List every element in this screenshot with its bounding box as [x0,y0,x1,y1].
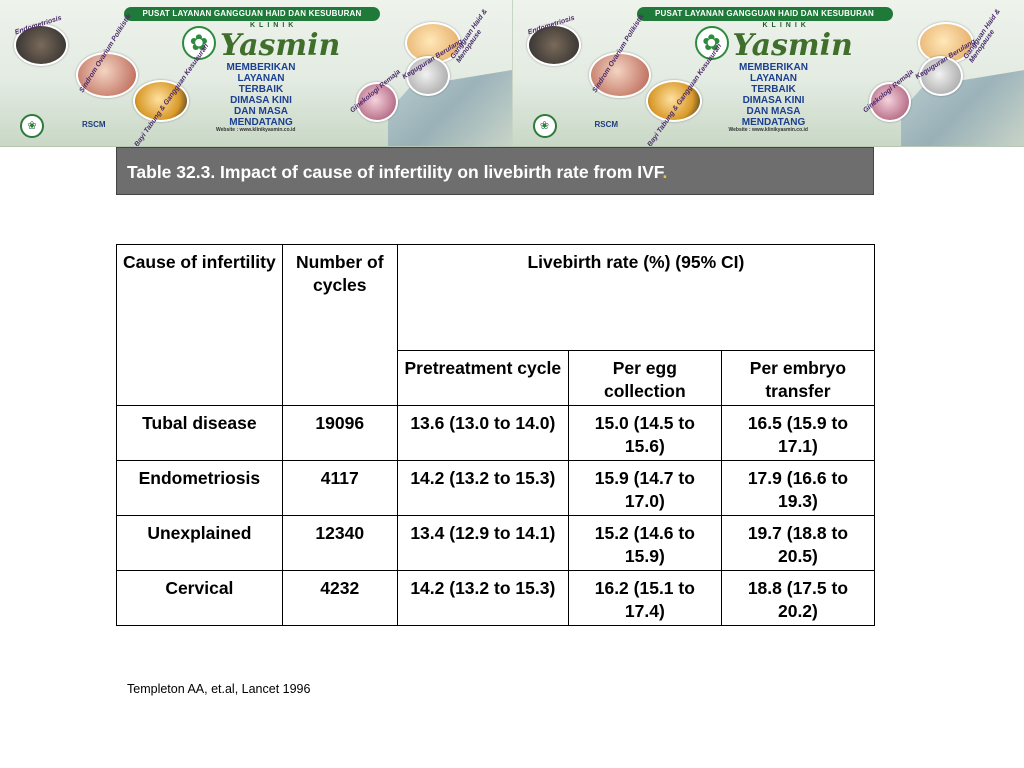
slogan-line: DIMASA KINI [230,95,292,106]
table-row: Tubal disease 19096 13.6 (13.0 to 14.0) … [116,405,876,461]
brand-klinik: KLINIK [762,22,810,29]
cell-per-embryo: 17.9 (16.6 to 19.3) [720,460,876,516]
slogan-line: MEMBERIKAN [739,62,808,73]
endometriosis-photo [14,24,68,66]
brand-name: Yasmin [220,28,341,63]
title-dot: . [662,162,668,182]
slogan-line: LAYANAN [749,73,798,84]
banner: PUSAT LAYANAN GANGGUAN HAID DAN KESUBURA… [0,0,1024,147]
slogan: MEMBERIKAN LAYANAN TERBAIK DIMASA KINI D… [719,62,829,128]
cell-pretreatment: 14.2 (13.2 to 15.3) [396,460,569,516]
cell-pretreatment: 13.6 (13.0 to 14.0) [396,405,569,461]
slogan-line: TERBAIK [751,84,796,95]
cell-per-egg: 15.0 (14.5 to 15.6) [567,405,722,461]
table-row: Unexplained 12340 13.4 (12.9 to 14.1) 15… [116,515,876,571]
banner-panel-right: PUSAT LAYANAN GANGGUAN HAID DAN KESUBURA… [511,0,1024,147]
slogan-line: MEMBERIKAN [226,62,296,73]
slogan-line: MENDATANG [741,117,806,128]
cell-per-embryo: 16.5 (15.9 to 17.1) [720,405,876,461]
slogan: MEMBERIKAN LAYANAN TERBAIK DIMASA KINI D… [206,62,316,128]
teen-gynecology-photo [868,82,911,122]
cell-cause: Unexplained [116,515,283,571]
seal-icon: ❀ [20,114,44,138]
pcos-photo [588,52,651,98]
cell-per-embryo: 18.8 (17.5 to 20.2) [720,570,876,626]
cell-cause: Tubal disease [116,405,283,461]
website-text: Website : www.klinikyasmin.co.id [728,127,808,133]
cell-per-egg: 16.2 (15.1 to 17.4) [567,570,722,626]
miscarriage-photo [918,56,963,96]
cell-per-egg: 15.9 (14.7 to 17.0) [567,460,722,516]
header-pretreatment: Pretreatment cycle [396,350,569,406]
rscm-logo: RSCM [82,120,106,129]
website-text: Website : www.klinikyasmin.co.id [216,127,296,133]
slogan-line: DAN MASA [234,106,288,117]
slogan-line: LAYANAN [237,73,285,84]
brand-logo: ✿ KLINIK Yasmin [180,22,341,63]
cell-cause: Endometriosis [116,460,283,516]
teen-gynecology-photo [356,82,398,122]
endometriosis-photo [526,24,581,66]
table-row: Cervical 4232 14.2 (13.2 to 15.3) 16.2 (… [116,570,876,626]
brand-name: Yasmin [732,28,853,63]
citation: Templeton AA, et.al, Lancet 1996 [127,682,311,696]
table-row: Endometriosis 4117 14.2 (13.2 to 15.3) 1… [116,460,876,516]
slide-title-text: Table 32.3. Impact of cause of infertili… [127,162,663,182]
header-per-egg: Per egg collection [567,350,722,406]
flower-icon: ✿ [182,26,216,60]
banner-strip: PUSAT LAYANAN GANGGUAN HAID DAN KESUBURA… [636,7,893,21]
slogan-line: DAN MASA [746,106,801,117]
livebirth-table: Cause of infertility Number of cycles Li… [116,244,876,626]
slogan-line: DIMASA KINI [742,95,805,106]
cell-pretreatment: 14.2 (13.2 to 15.3) [396,570,569,626]
brand-logo: ✿ KLINIK Yasmin [693,22,853,63]
brand-klinik: KLINIK [250,22,298,29]
header-per-embryo: Per embryo transfer [720,350,876,406]
header-cycles: Number of cycles [281,244,398,406]
seal-icon: ❀ [532,114,557,138]
cell-cause: Cervical [116,570,283,626]
cell-cycles: 4117 [281,460,398,516]
cell-per-egg: 15.2 (14.6 to 15.9) [567,515,722,571]
cell-pretreatment: 13.4 (12.9 to 14.1) [396,515,569,571]
ivf-photo [133,80,189,122]
rscm-logo: RSCM [594,120,619,129]
slogan-line: TERBAIK [238,84,284,95]
banner-strip: PUSAT LAYANAN GANGGUAN HAID DAN KESUBURA… [124,7,380,21]
slogan-line: MENDATANG [229,117,293,128]
cell-cycles: 12340 [281,515,398,571]
miscarriage-photo [406,56,450,96]
flower-icon: ✿ [694,26,729,60]
header-cause: Cause of infertility [116,244,283,406]
ivf-photo [645,80,702,122]
cell-per-embryo: 19.7 (18.8 to 20.5) [720,515,876,571]
pcos-photo [76,52,138,98]
header-livebirth: Livebirth rate (%) (95% CI) [396,244,876,351]
cell-cycles: 4232 [281,570,398,626]
table-header-row: Cause of infertility Number of cycles Li… [116,244,876,406]
banner-panel-left: PUSAT LAYANAN GANGGUAN HAID DAN KESUBURA… [0,0,512,147]
slide-title: Table 32.3. Impact of cause of infertili… [116,147,874,195]
cell-cycles: 19096 [281,405,398,461]
